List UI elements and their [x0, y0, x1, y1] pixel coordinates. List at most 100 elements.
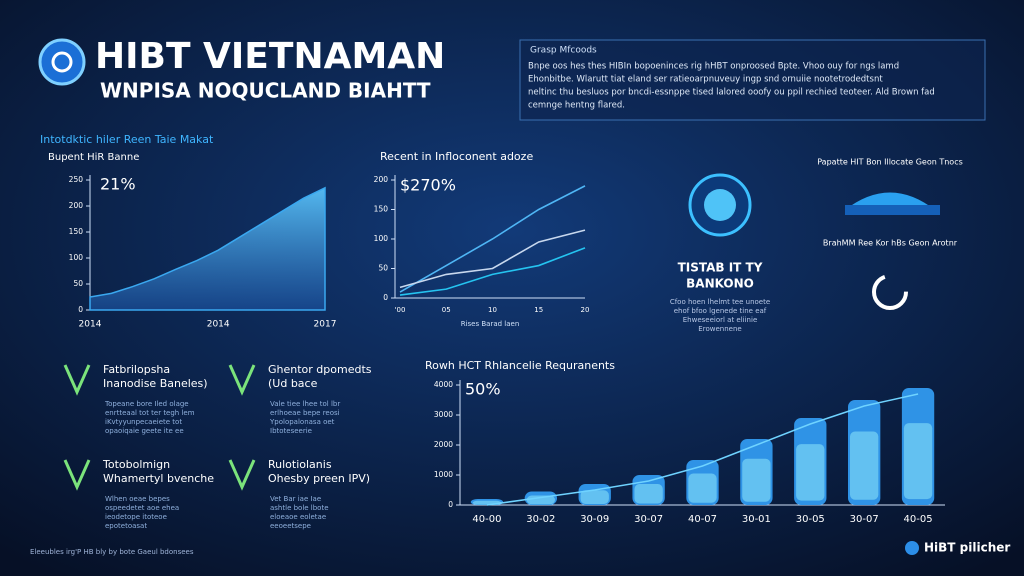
bar-highlight — [634, 484, 663, 504]
footer-brand: HiBT pilicher — [924, 541, 1010, 555]
y-tick-label: 150 — [374, 205, 389, 214]
annotation: 21% — [100, 175, 136, 194]
x-tick-label: 40-07 — [688, 514, 717, 525]
chevron — [63, 459, 91, 491]
bar-highlight — [850, 431, 879, 500]
callout-body: ashtle bole lbote — [270, 504, 329, 512]
x-tick-label: 10 — [488, 306, 497, 314]
line — [399, 229, 586, 289]
info-box — [519, 39, 986, 121]
side-caption: BrahMM Ree Kor hBs Geon Arotnr — [823, 239, 958, 248]
x-tick-label: 30-05 — [796, 514, 825, 525]
callout-body: Vet Bar iae Iae — [270, 495, 321, 503]
line — [399, 247, 586, 296]
callout-body: erlhoeae bepe reosi — [270, 409, 340, 417]
line — [399, 185, 586, 293]
info-line: cemnge hentng flared. — [528, 101, 625, 111]
y-tick-label: 200 — [374, 175, 389, 184]
callout-title: Whamertyl bvenche — [103, 472, 214, 485]
y-tick-label: 250 — [69, 175, 84, 184]
chevron — [228, 364, 256, 396]
callout-body: Wlhen oeae bepes — [105, 495, 170, 503]
callout-body: opaoiqaie geete ite ee — [105, 427, 184, 435]
y-tick-label: 50 — [378, 264, 388, 273]
info-line: Bnpe oos hes thes HIBIn bopoeninces rig … — [528, 62, 899, 72]
chart-subtitle: Bupent HiR Banne — [48, 152, 139, 163]
annotation: $270% — [400, 176, 456, 195]
callout-body: ieodetope itoteoe — [105, 513, 167, 521]
y-tick-label: 0 — [448, 500, 453, 509]
y-tick-label: 1000 — [434, 470, 453, 479]
refresh-icon — [872, 274, 908, 310]
feature-line: BANKONO — [686, 277, 754, 291]
callout-title: Ghentor dpomedts — [268, 363, 372, 376]
callout-body: Ypolopalonasa oet — [269, 418, 335, 426]
callout-body: Topeane bore Iled olage — [104, 400, 189, 408]
y-tick-label: 3000 — [434, 410, 453, 419]
chart-title: Rowh HCT Rhlancelie Requranents — [425, 359, 615, 372]
x-tick-label: '00 — [395, 306, 406, 314]
callout-title: Totobolmign — [102, 458, 170, 471]
title: HIBT VIETNAMAN — [95, 36, 445, 77]
callout-body: epotetoasat — [105, 522, 147, 530]
callout-body: eloeaoe eoletae — [270, 513, 326, 521]
x-tick-label: 05 — [442, 306, 451, 314]
callout-title: Inanodise Baneles) — [103, 377, 208, 390]
y-tick-label: 2000 — [434, 440, 453, 449]
chevron — [228, 459, 256, 491]
area — [89, 186, 326, 311]
x-tick-label: 30-07 — [634, 514, 663, 525]
info-line: neltinc thu besluos por bncdi-essnppe ti… — [528, 88, 935, 98]
callout-body: eeoeetsepe — [270, 522, 311, 530]
y-tick-label: 50 — [73, 279, 83, 288]
footer-logo — [905, 541, 919, 555]
x-tick-label: 15 — [534, 306, 543, 314]
x-tick-label: 40-00 — [472, 514, 501, 525]
logo-mark — [51, 51, 73, 73]
callout-title: Fatbrilopsha — [103, 363, 170, 376]
x-tick-label: 30-01 — [742, 514, 771, 525]
callout-body: Vale tiee lhee tol lbr — [270, 400, 340, 408]
feature-note: Erowennene — [698, 325, 741, 333]
callout-body: ospeedetet aoe ehea — [105, 504, 179, 512]
subtitle: WNPISA NOQUCLAND BIAHTT — [100, 79, 431, 103]
y-tick-label: 150 — [69, 227, 84, 236]
y-tick-label: 0 — [78, 305, 83, 314]
footer-note: Eleeubles irg'P HB bly by bote Gaeul bdo… — [30, 548, 194, 556]
x-tick-label: 2014 — [207, 320, 230, 330]
y-tick-label: 200 — [69, 201, 84, 210]
logo — [38, 38, 86, 86]
y-tick-label: 100 — [69, 253, 84, 262]
x-tick-label: 2014 — [79, 320, 102, 330]
y-tick-label: 0 — [383, 293, 388, 302]
callout-title: (Ud bace — [268, 377, 318, 390]
side-heading: Papatte HIT Bon Illocate Geon Tnocs — [817, 158, 963, 167]
chevron — [63, 364, 91, 396]
x-axis-label: Rises Barad laen — [461, 320, 520, 328]
callout-body: iKvtyyunpecaeiete tot — [105, 418, 182, 426]
feature-note: ehof bfoo lgenede tine eaf — [674, 307, 767, 315]
callout-body: enrtteaal tot ter tegh lem — [105, 409, 195, 417]
info-title: Grasp Mfcoods — [530, 46, 597, 56]
feature-note: Cfoo hoen lhelmt tee unoete — [670, 298, 770, 306]
bar-highlight — [903, 423, 933, 500]
callout-title: Ohesby preen IPV) — [268, 472, 370, 485]
bar-highlight — [580, 490, 609, 504]
y-tick-label: 100 — [374, 234, 389, 243]
bar-highlight — [688, 473, 717, 503]
feature-line: TISTAB IT TY — [678, 261, 763, 275]
trend-line — [486, 393, 919, 506]
side-illustration-base — [845, 205, 940, 215]
annotation: 50% — [465, 380, 501, 399]
x-tick-label: 2017 — [314, 320, 337, 330]
chart-title: Recent in Infloconent adoze — [380, 150, 533, 163]
callout-body: Ibtoteseerie — [270, 427, 312, 435]
x-tick-label: 30-09 — [580, 514, 609, 525]
callout-title: Rulotiolanis — [268, 458, 332, 471]
bar-highlight — [796, 444, 825, 501]
y-tick-label: 4000 — [434, 380, 453, 389]
feature-note: Ehweseeiorl at eliinie — [683, 316, 758, 324]
x-tick-label: 20 — [581, 306, 590, 314]
bar-highlight — [742, 458, 771, 502]
